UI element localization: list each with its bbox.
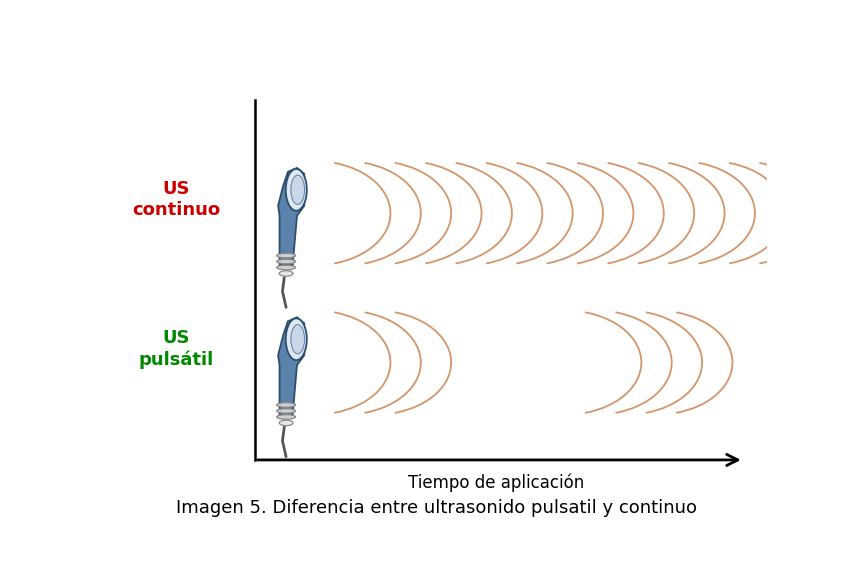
Polygon shape [278,318,304,415]
Text: US
pulsátil: US pulsátil [138,329,214,369]
Text: Tiempo de aplicación: Tiempo de aplicación [408,473,584,492]
Ellipse shape [277,259,296,264]
Ellipse shape [277,253,296,258]
Ellipse shape [277,409,296,413]
Ellipse shape [291,325,304,354]
Ellipse shape [277,403,296,407]
Text: US
continuo: US continuo [132,180,220,219]
Ellipse shape [277,415,296,419]
Ellipse shape [279,420,293,426]
Polygon shape [278,168,304,266]
Ellipse shape [279,270,293,276]
Ellipse shape [277,265,296,270]
Text: Imagen 5. Diferencia entre ultrasonido pulsatil y continuo: Imagen 5. Diferencia entre ultrasonido p… [176,499,697,516]
Ellipse shape [285,318,307,360]
Ellipse shape [291,175,304,205]
Ellipse shape [285,169,307,211]
